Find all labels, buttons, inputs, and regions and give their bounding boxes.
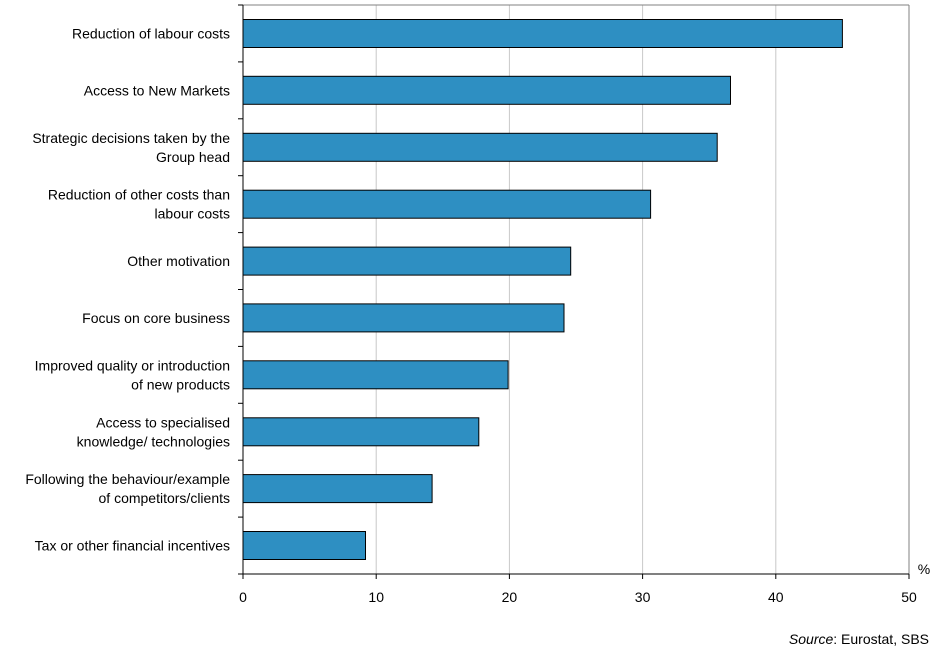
category-label: Following the behaviour/example <box>25 471 230 487</box>
bars <box>242 19 843 560</box>
x-tick-label: 10 <box>368 589 384 605</box>
bar <box>242 417 480 447</box>
category-label: Group head <box>156 149 230 165</box>
bar <box>242 246 572 276</box>
x-tick-label: 50 <box>901 589 917 605</box>
x-tick-label: 20 <box>502 589 518 605</box>
bar <box>242 531 366 560</box>
x-tick-label: 40 <box>768 589 784 605</box>
category-label: Improved quality or introduction <box>35 357 230 373</box>
axes <box>238 4 910 579</box>
bar <box>242 360 509 390</box>
category-label: Access to New Markets <box>84 82 230 98</box>
category-label: labour costs <box>155 206 230 222</box>
x-axis-unit: % <box>918 561 930 577</box>
x-tick-labels: 0 10 20 30 40 50 <box>239 589 917 605</box>
source-note: Source: Eurostat, SBS <box>789 631 929 647</box>
source-label: Source <box>788 631 834 647</box>
category-label: Focus on core business <box>82 310 230 326</box>
category-label: Strategic decisions taken by the <box>32 130 230 146</box>
category-label: Reduction of other costs than <box>48 187 230 203</box>
bar <box>242 19 843 48</box>
category-label: of competitors/clients <box>99 490 231 506</box>
source-text: : Eurostat, SBS <box>833 631 929 647</box>
category-label: knowledge/ technologies <box>77 433 230 449</box>
x-tick-label: 30 <box>635 589 651 605</box>
bar <box>242 474 433 504</box>
category-label: Tax or other financial incentives <box>35 538 230 554</box>
category-label: of new products <box>131 376 230 392</box>
x-tick-label: 0 <box>239 589 247 605</box>
bar <box>242 303 565 333</box>
bar <box>242 189 652 219</box>
category-label: Reduction of labour costs <box>72 26 230 42</box>
bar <box>242 132 718 162</box>
category-label: Other motivation <box>127 253 230 269</box>
bar <box>242 75 731 105</box>
category-labels: Reduction of labour costs Access to New M… <box>25 26 230 554</box>
category-label: Access to specialised <box>96 414 230 430</box>
